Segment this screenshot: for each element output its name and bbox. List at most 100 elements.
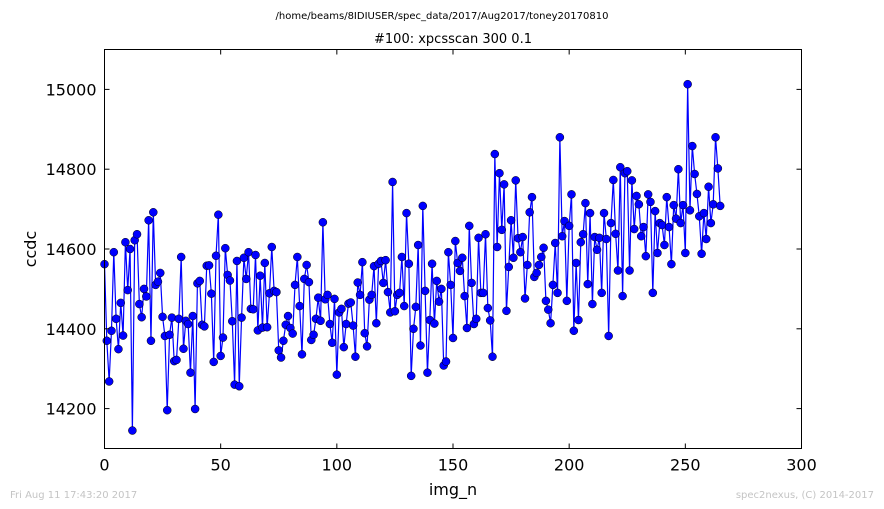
data-point bbox=[602, 234, 611, 244]
data-point bbox=[444, 247, 453, 257]
data-point bbox=[135, 299, 144, 309]
data-point bbox=[427, 259, 437, 269]
data-point bbox=[418, 201, 428, 211]
data-point bbox=[318, 218, 328, 227]
data-point bbox=[109, 247, 119, 257]
data-point bbox=[218, 333, 228, 342]
data-point bbox=[488, 352, 497, 361]
data-point bbox=[204, 261, 214, 270]
data-point bbox=[611, 229, 620, 239]
data-point bbox=[397, 252, 407, 262]
data-point bbox=[111, 314, 121, 324]
data-point bbox=[179, 344, 188, 353]
data-point bbox=[239, 253, 249, 263]
data-point bbox=[504, 262, 514, 272]
data-point bbox=[548, 280, 558, 290]
x-tick-label: 0 bbox=[99, 456, 109, 475]
data-point bbox=[446, 280, 455, 290]
data-point bbox=[492, 242, 502, 252]
data-point bbox=[704, 182, 713, 192]
data-point bbox=[516, 247, 525, 257]
data-point bbox=[599, 208, 609, 218]
chart-title: #100: xpcsscan 300 0.1 bbox=[374, 32, 532, 47]
data-point bbox=[555, 133, 565, 142]
axis-ticks: 0 50 100 150 200 250 300 14200 14400 14600 14800 15… bbox=[46, 49, 817, 475]
data-point bbox=[137, 312, 146, 322]
data-point bbox=[495, 168, 504, 178]
data-point bbox=[648, 288, 658, 298]
data-point bbox=[325, 319, 335, 329]
data-point bbox=[339, 342, 349, 352]
data-point bbox=[125, 244, 135, 254]
data-point bbox=[406, 371, 416, 381]
data-point bbox=[144, 216, 153, 225]
data-point bbox=[255, 271, 265, 280]
data-point bbox=[432, 276, 441, 286]
data-point bbox=[379, 278, 388, 288]
data-point bbox=[699, 208, 709, 218]
data-point bbox=[128, 426, 137, 435]
data-point bbox=[383, 287, 393, 297]
data-point bbox=[585, 208, 595, 218]
data-point bbox=[225, 276, 235, 285]
data-point bbox=[520, 294, 530, 303]
data-point bbox=[114, 344, 123, 354]
data-point bbox=[232, 256, 242, 266]
data-point bbox=[669, 200, 678, 210]
data-point bbox=[595, 233, 604, 243]
y-tick-label: 15000 bbox=[46, 80, 97, 99]
data-point bbox=[283, 311, 293, 321]
data-point bbox=[314, 293, 323, 302]
data-point bbox=[358, 257, 367, 267]
data-point bbox=[360, 328, 369, 338]
data-point bbox=[715, 201, 725, 211]
data-point bbox=[237, 313, 246, 322]
x-tick-label: 100 bbox=[322, 456, 353, 475]
data-point bbox=[172, 355, 181, 365]
data-point bbox=[541, 296, 551, 306]
data-point bbox=[235, 382, 244, 391]
data-point bbox=[316, 316, 325, 326]
y-axis-label: ccdc bbox=[21, 231, 40, 268]
data-point bbox=[274, 346, 283, 355]
data-point bbox=[643, 190, 653, 199]
data-point bbox=[186, 368, 195, 377]
data-point bbox=[279, 336, 288, 346]
data-point bbox=[404, 259, 414, 269]
data-point bbox=[302, 260, 311, 270]
data-point bbox=[499, 180, 509, 189]
data-point bbox=[200, 322, 209, 331]
data-point bbox=[485, 316, 495, 325]
data-point bbox=[183, 319, 193, 329]
data-point bbox=[550, 238, 560, 248]
data-point bbox=[132, 229, 142, 239]
data-point bbox=[567, 190, 576, 199]
data-point bbox=[646, 197, 655, 207]
data-point bbox=[634, 200, 644, 209]
data-point bbox=[362, 342, 372, 351]
data-point bbox=[276, 353, 286, 362]
data-point bbox=[123, 285, 132, 295]
data-point bbox=[623, 166, 632, 176]
data-point bbox=[708, 200, 718, 209]
data-point bbox=[381, 255, 390, 265]
data-point bbox=[534, 260, 544, 270]
data-point bbox=[629, 224, 639, 234]
data-point bbox=[216, 351, 225, 361]
data-point bbox=[402, 208, 411, 218]
data-point bbox=[251, 250, 260, 260]
data-point bbox=[351, 352, 360, 361]
data-point bbox=[618, 291, 627, 301]
data-point bbox=[581, 198, 590, 208]
data-point bbox=[574, 315, 583, 325]
data-point bbox=[674, 164, 683, 174]
data-point bbox=[260, 258, 270, 268]
data-point bbox=[639, 222, 648, 232]
data-point bbox=[606, 218, 616, 228]
data-point bbox=[327, 338, 337, 348]
data-point bbox=[616, 162, 625, 172]
data-point bbox=[474, 233, 483, 243]
x-axis-label: img_n bbox=[429, 480, 477, 500]
data-point bbox=[214, 210, 223, 219]
data-point bbox=[390, 306, 400, 316]
